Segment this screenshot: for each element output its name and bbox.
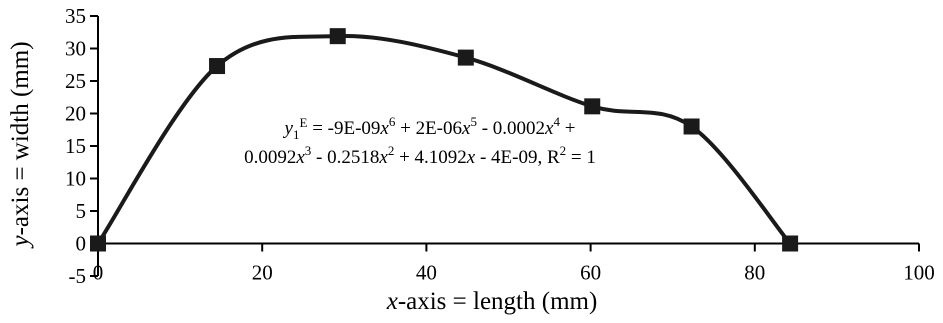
y-tick-label: 30 <box>65 37 86 61</box>
data-point-marker <box>782 235 799 252</box>
y-tick-label: 5 <box>76 199 87 223</box>
x-tick-label: 20 <box>252 261 273 285</box>
y-tick-label: -5 <box>69 264 87 288</box>
data-point-marker <box>90 235 106 252</box>
series-markers <box>90 28 799 252</box>
x-tick-label: 100 <box>903 261 935 285</box>
y-tick-label: 10 <box>65 167 86 191</box>
data-point-marker <box>457 49 474 66</box>
y-axis-ticks: -5 0 5 10 15 20 25 30 35 <box>65 4 98 288</box>
data-point-marker <box>329 28 346 45</box>
y-axis-title: y-axis = width (mm) <box>7 41 34 249</box>
series-line <box>96 34 793 246</box>
x-tick-label: 60 <box>580 261 601 285</box>
equation-line-2: 0.0092x3 - 0.2518x2 + 4.1092x - 4E-09, R… <box>244 143 596 168</box>
y-tick-label: 35 <box>65 4 86 28</box>
data-point-marker <box>209 58 226 75</box>
x-tick-label: 40 <box>416 261 437 285</box>
y-tick-label: 25 <box>65 69 86 93</box>
x-axis-title: x-axis = length (mm) <box>386 288 598 315</box>
y-tick-label: 15 <box>65 134 86 158</box>
equation-line-1: y1E = -9E-09x6 + 2E-06x5 - 0.0002x4 + <box>283 114 576 142</box>
x-axis-ticks: 020406080100 <box>93 243 935 285</box>
x-tick-label: 80 <box>744 261 765 285</box>
y-tick-label: 20 <box>65 102 86 126</box>
data-point-marker <box>584 98 601 115</box>
data-point-marker <box>683 118 700 135</box>
y-tick-label: 0 <box>76 232 87 256</box>
